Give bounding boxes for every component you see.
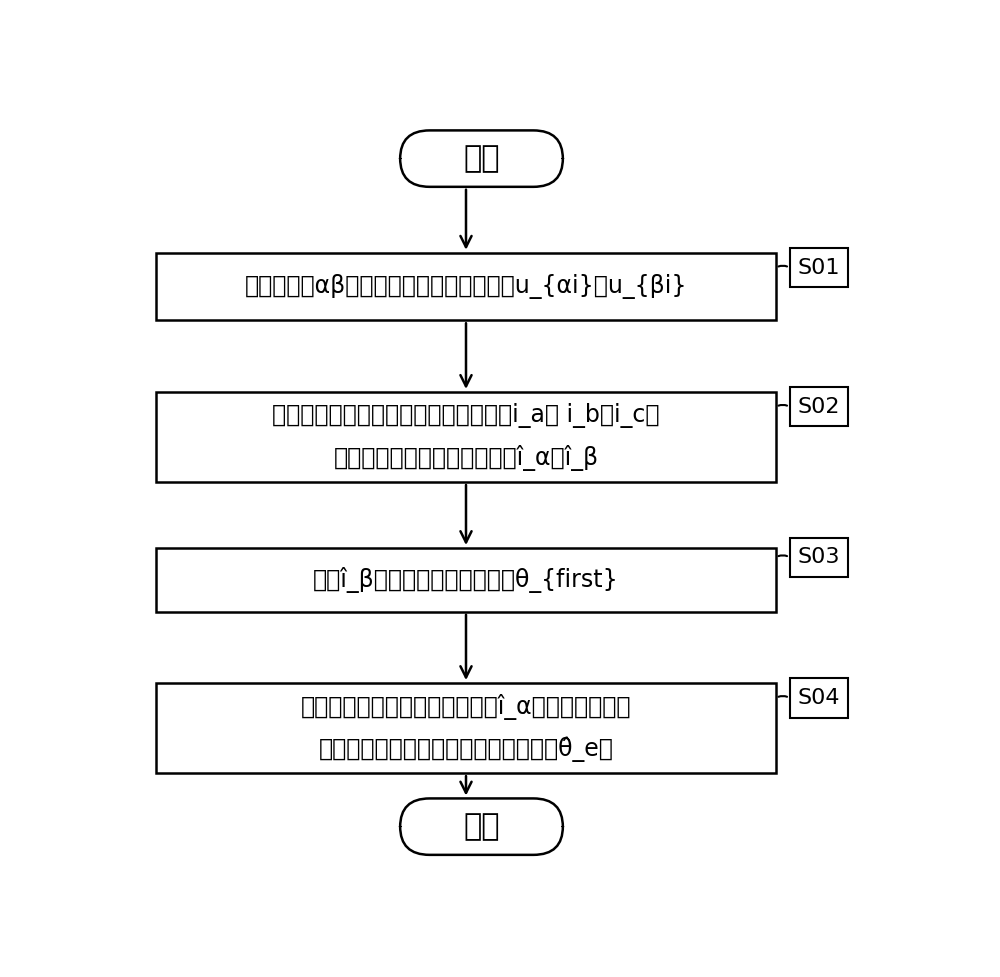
Text: S04: S04 [797, 688, 840, 708]
Bar [790, 537, 848, 576]
Text: S01: S01 [797, 258, 840, 277]
Text: S03: S03 [797, 547, 840, 568]
Text: 向电机静止αβ坐标系中注入高频电压信号u_{αi}和u_{βi}: 向电机静止αβ坐标系中注入高频电压信号u_{αi}和u_{βi} [245, 274, 687, 299]
Bar [156, 392, 776, 482]
Bar [156, 253, 776, 320]
Text: 开始: 开始 [463, 145, 500, 173]
Text: 电流传感器采样得到电机三相绕组电流i_a、 i_b和i_c，: 电流传感器采样得到电机三相绕组电流i_a、 i_b和i_c， [272, 404, 660, 428]
Text: S02: S02 [797, 397, 840, 417]
Bar [156, 683, 776, 773]
Text: 结束: 结束 [463, 812, 500, 841]
Bar [790, 678, 848, 717]
Text: 再经过坐标变换得到目标电流î_α和î_β: 再经过坐标变换得到目标电流î_α和î_β [333, 446, 599, 471]
Bar [790, 248, 848, 287]
Text: 根据î_β计算出转子位置辨识值θ_{first}: 根据î_β计算出转子位置辨识值θ_{first} [313, 567, 619, 593]
FancyBboxPatch shape [400, 798, 563, 855]
Bar [156, 548, 776, 612]
FancyBboxPatch shape [400, 130, 563, 187]
Text: 改变直轴电流的基频分量，根据î_α幅值变化判断极: 改变直轴电流的基频分量，根据î_α幅值变化判断极 [301, 694, 631, 720]
Bar [790, 387, 848, 426]
Text: 性，极性补偿后输出转子初始位置辨识θ̂_e值: 性，极性补偿后输出转子初始位置辨识θ̂_e值 [319, 737, 613, 762]
